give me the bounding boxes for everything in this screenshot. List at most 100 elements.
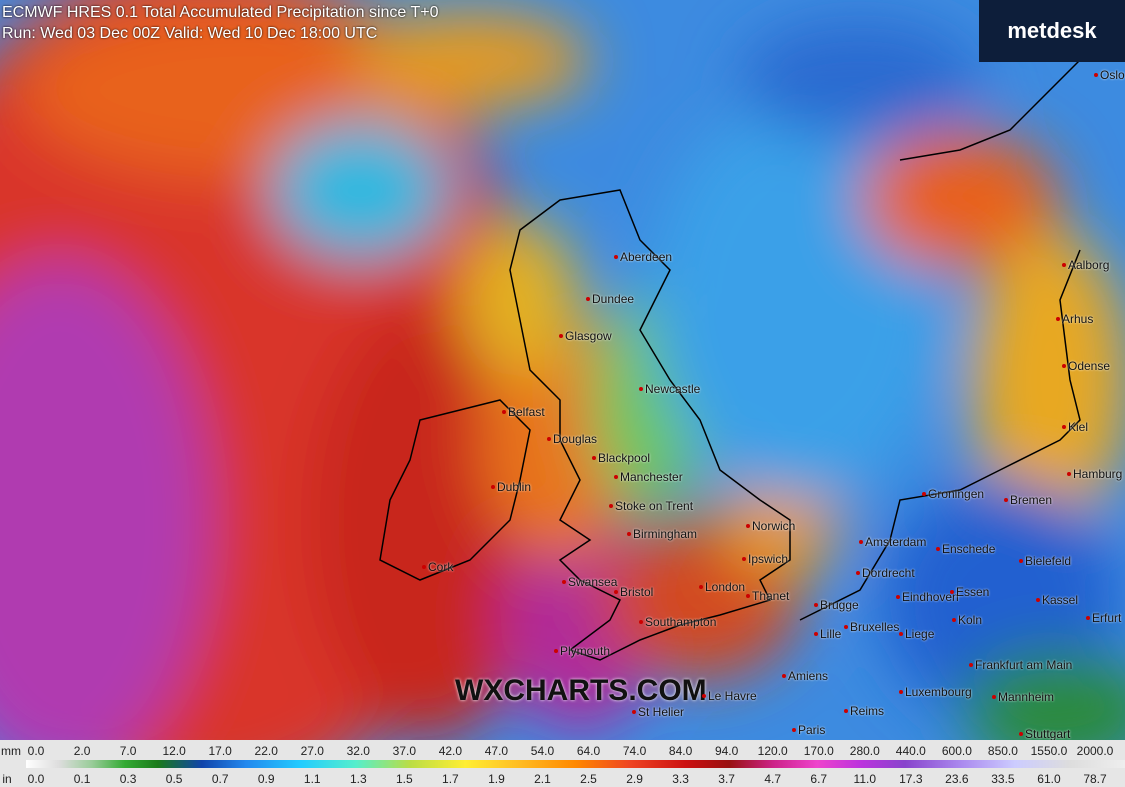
city-label: Essen <box>949 585 990 599</box>
legend-in-value: 78.7 <box>1083 772 1107 786</box>
legend-in-value: 0.5 <box>165 772 183 786</box>
logo: metdesk <box>979 0 1125 62</box>
legend-in-value: 1.1 <box>303 772 321 786</box>
legend-in-value: 1.3 <box>349 772 367 786</box>
city-label: Southampton <box>638 615 717 629</box>
legend-mm-value: 22.0 <box>254 744 278 758</box>
legend-in-value: 2.9 <box>626 772 643 786</box>
legend-mm-value: 54.0 <box>530 744 555 758</box>
city-label: Le Havre <box>702 689 757 703</box>
city-label: Newcastle <box>638 382 701 396</box>
legend-mm-value: 84.0 <box>668 744 693 758</box>
legend-mm-value: 2.0 <box>73 744 91 758</box>
city-label: Douglas <box>546 432 598 446</box>
city-label: Ipswich <box>741 552 789 566</box>
city-label: Hamburg <box>1066 467 1123 481</box>
color-scale <box>26 760 1125 768</box>
city-label: Koln <box>951 613 983 627</box>
city-label: Mannheim <box>991 690 1055 704</box>
legend-in-value: 4.7 <box>764 772 782 786</box>
legend-mm-value: 170.0 <box>803 744 834 758</box>
legend-in-value: 0.1 <box>73 772 91 786</box>
legend-mm-value: 37.0 <box>392 744 417 758</box>
city-label: Glasgow <box>559 329 612 343</box>
legend-in-value: 61.0 <box>1037 772 1061 786</box>
city-label: Manchester <box>614 470 683 484</box>
legend-in-value: 2.5 <box>580 772 597 786</box>
legend-mm-value: 32.0 <box>346 744 370 758</box>
city-label: Stoke on Trent <box>608 499 694 513</box>
city-label: Amsterdam <box>858 535 927 549</box>
city-label: Cork <box>421 560 454 574</box>
city-label: Bristol <box>613 585 654 599</box>
legend-mm-value: 74.0 <box>622 744 647 758</box>
city-label: Odense <box>1061 359 1111 373</box>
coastline <box>379 59 1081 661</box>
legend-in-value: 33.5 <box>991 772 1015 786</box>
precipitation-map <box>0 0 1125 740</box>
city-label: Kassel <box>1035 593 1079 607</box>
legend-mm-value: 280.0 <box>849 744 880 758</box>
legend-mm-value: 600.0 <box>941 744 972 758</box>
legend-in-value: 0.0 <box>27 772 45 786</box>
legend-mm-value: 7.0 <box>119 744 137 758</box>
city-label: Belfast <box>502 405 545 419</box>
legend-in-value: 1.7 <box>442 772 459 786</box>
city-label: Stuttgart <box>1018 727 1071 741</box>
city-label: Reims <box>843 704 885 718</box>
map-title: ECMWF HRES 0.1 Total Accumulated Precipi… <box>2 4 438 22</box>
city-label: Arhus <box>1055 312 1094 326</box>
legend-in-value: 1.5 <box>396 772 413 786</box>
legend-mm-value: 120.0 <box>757 744 788 758</box>
legend-mm-value: 42.0 <box>438 744 463 758</box>
city-label: Liege <box>898 627 935 641</box>
city-label: Dublin <box>490 480 532 494</box>
city-label: Bruxelles <box>843 620 900 634</box>
legend-unit: in <box>2 772 12 786</box>
legend-in-value: 0.7 <box>211 772 229 786</box>
city-label: Oslo <box>1094 68 1125 82</box>
legend-mm-value: 440.0 <box>895 744 926 758</box>
legend-mm-value: 1550.0 <box>1030 744 1068 758</box>
watermark: WXCHARTS.COM <box>455 674 707 707</box>
city-label: Erfurt <box>1085 611 1122 625</box>
legend-mm-value: 47.0 <box>484 744 509 758</box>
legend-mm-value: 2000.0 <box>1076 744 1114 758</box>
legend-mm-value: 64.0 <box>576 744 601 758</box>
run-info: Run: Wed 03 Dec 00Z Valid: Wed 10 Dec 18… <box>2 25 378 42</box>
model-name: ECMWF HRES 0.1 <box>2 4 139 21</box>
legend-in-value: 0.9 <box>257 772 275 786</box>
city-label: Enschede <box>935 542 996 556</box>
city-label: Amiens <box>781 669 829 683</box>
legend-in-value: 2.1 <box>534 772 551 786</box>
city-label: Plymouth <box>553 644 611 658</box>
legend-mm-value: 0.0 <box>27 744 45 758</box>
legend-in-value: 0.3 <box>119 772 137 786</box>
city-label: Swansea <box>561 575 618 589</box>
legend-in-value: 6.7 <box>810 772 828 786</box>
legend-mm-value: 94.0 <box>714 744 739 758</box>
legend-mm-value: 27.0 <box>300 744 324 758</box>
city-label: Brugge <box>814 598 859 612</box>
legend-in-value: 17.3 <box>899 772 923 786</box>
city-label: Blackpool <box>591 451 651 465</box>
city-label: Birmingham <box>626 527 698 541</box>
legend-in-value: 11.0 <box>853 772 877 786</box>
city-label: Bremen <box>1003 493 1053 507</box>
city-label: Dundee <box>585 292 635 306</box>
city-label: Luxembourg <box>899 685 972 699</box>
city-label: Lille <box>813 627 842 641</box>
title: Total Accumulated Precipitation since T+… <box>142 4 439 21</box>
legend-in-value: 3.7 <box>718 772 735 786</box>
city-label: Kiel <box>1061 420 1089 434</box>
city-label: St Helier <box>631 705 685 719</box>
legend-mm-value: 850.0 <box>987 744 1018 758</box>
city-label: Aberdeen <box>613 250 673 264</box>
legend-mm-value: 12.0 <box>162 744 186 758</box>
city-label: Frankfurt am Main <box>968 658 1073 672</box>
city-label: Aalborg <box>1061 258 1110 272</box>
city-label: London <box>698 580 746 594</box>
city-label: Groningen <box>921 487 985 501</box>
legend-unit: mm <box>1 744 21 758</box>
